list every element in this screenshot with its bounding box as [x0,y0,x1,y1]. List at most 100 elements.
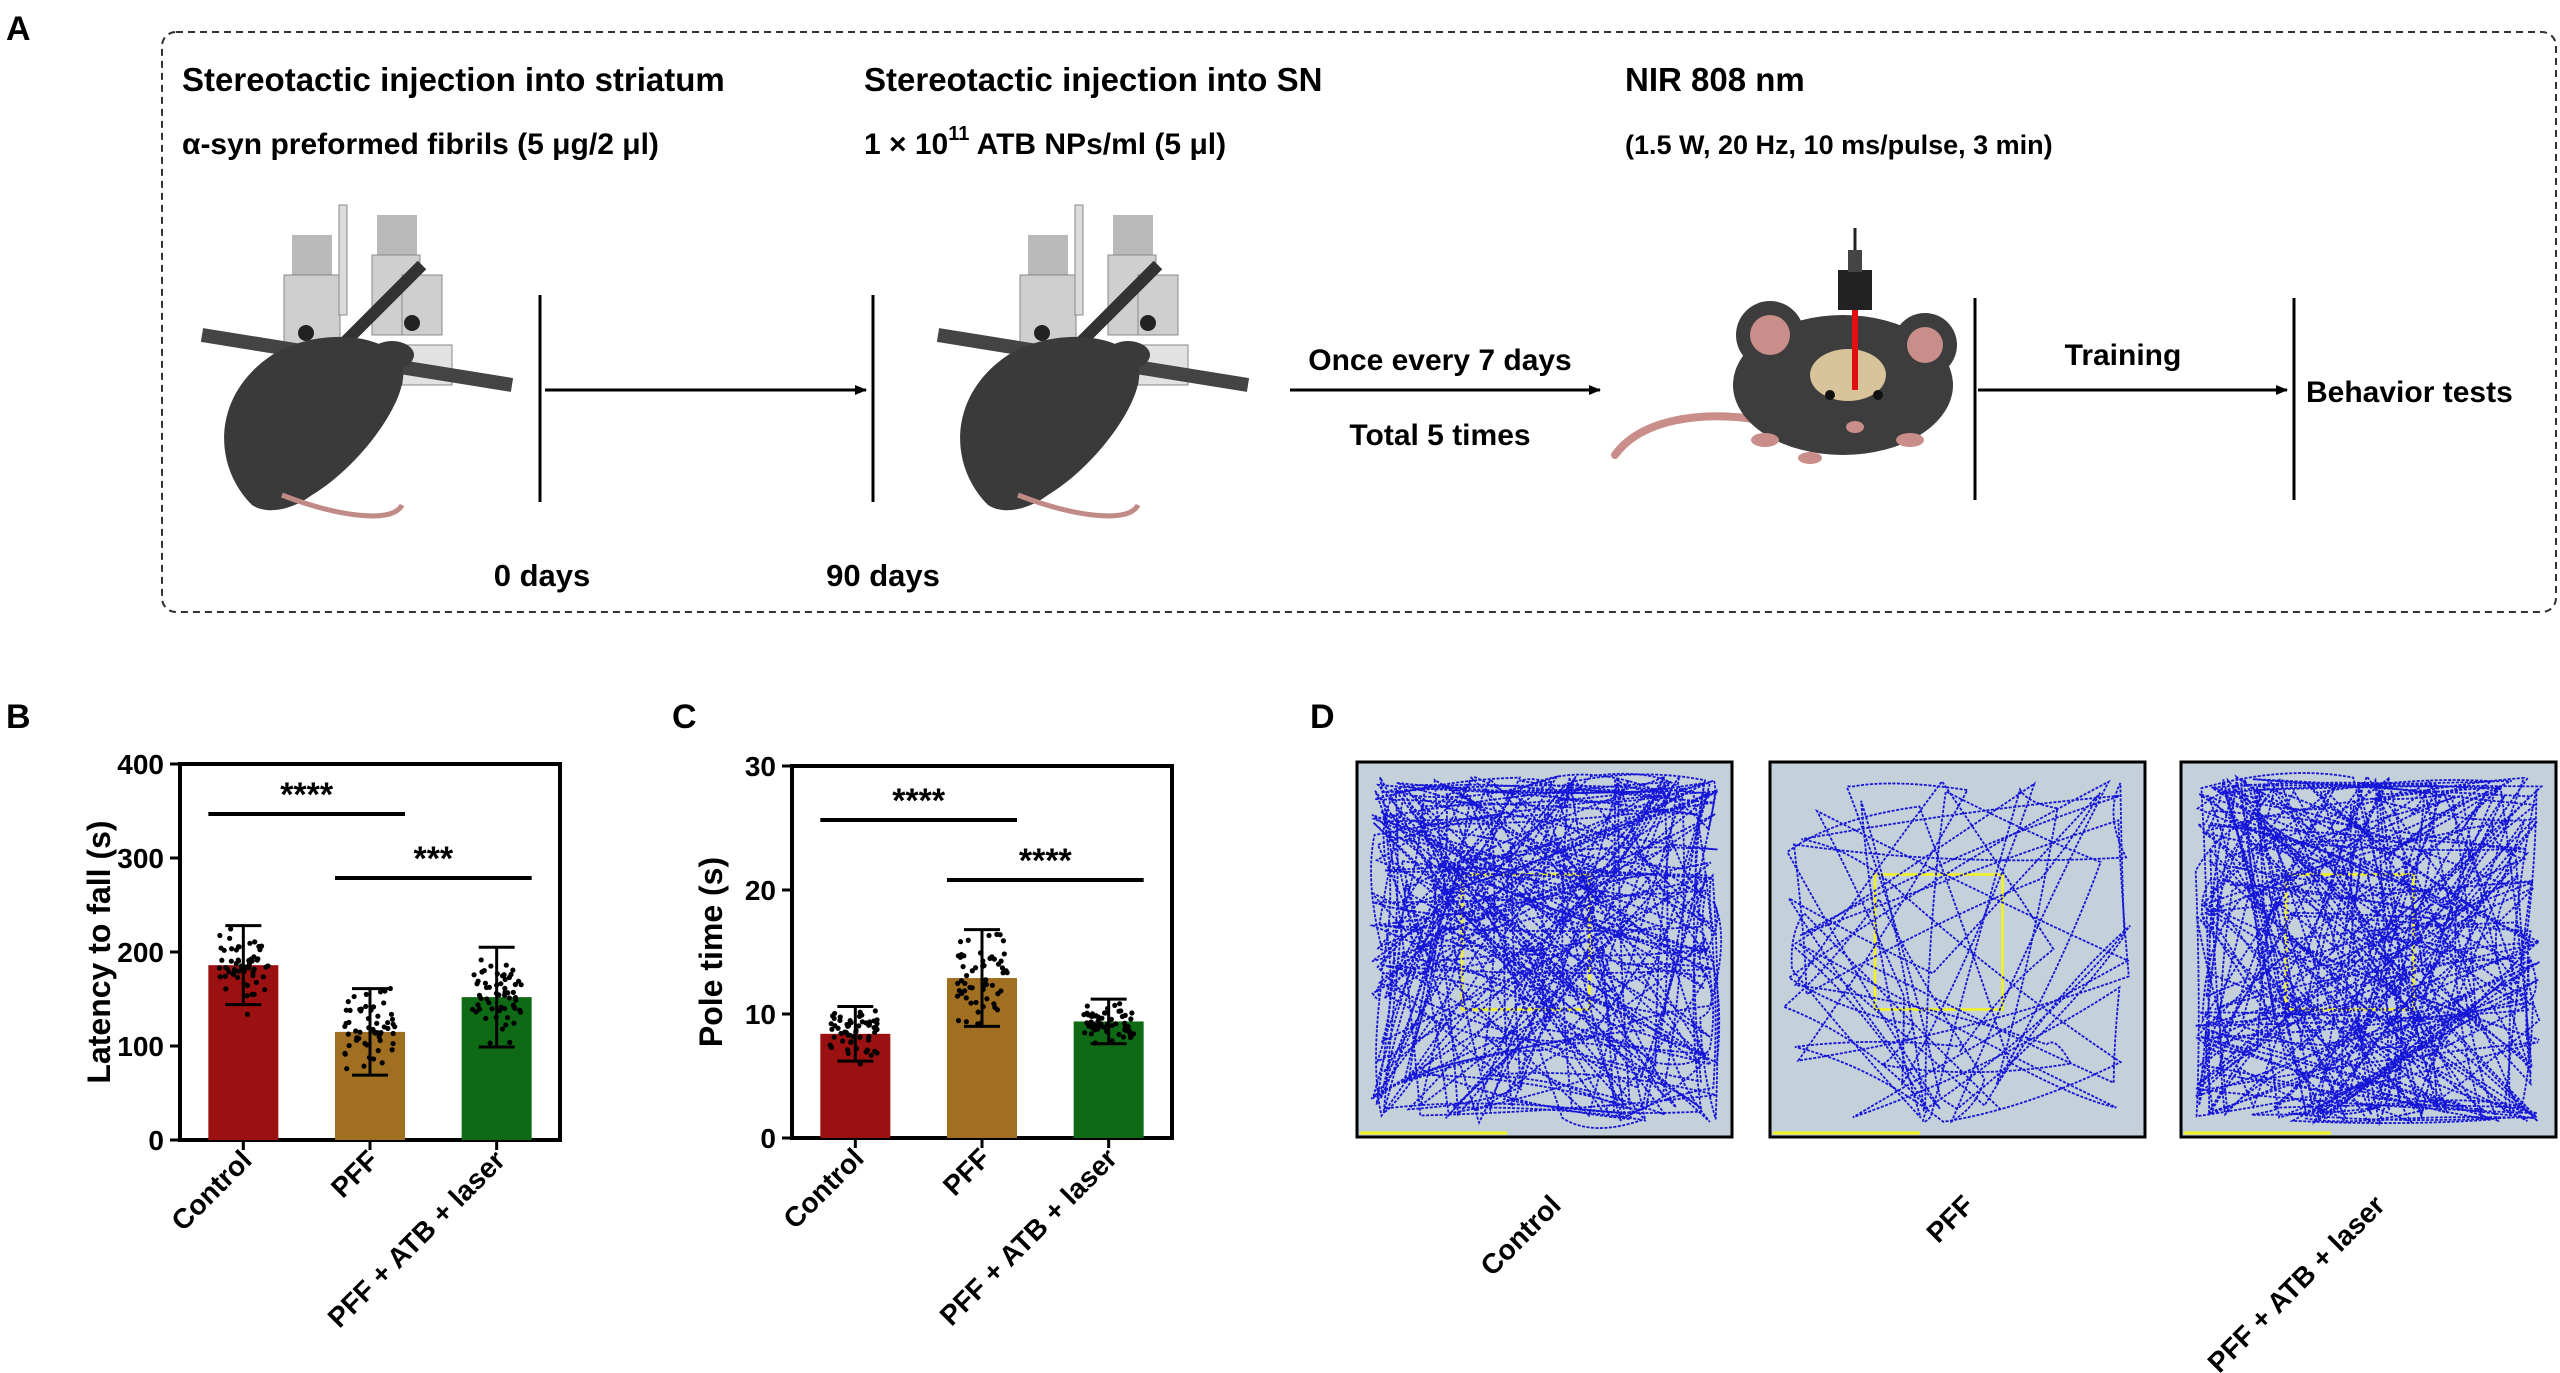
data-point [506,995,512,1001]
data-point [1082,1030,1088,1036]
y-tick-label: 100 [117,1031,164,1062]
data-point [246,957,252,964]
data-point [840,1038,846,1044]
data-point [507,1039,513,1045]
y-tick-label: 10 [745,999,776,1030]
data-point [372,1030,379,1036]
data-point [499,1026,506,1032]
data-point [830,1013,836,1019]
data-point [989,954,995,960]
data-point [235,944,242,950]
data-point [506,974,512,981]
data-point [217,932,223,939]
data-point [476,1006,483,1012]
data-point [512,1005,518,1011]
data-point [1081,1012,1087,1018]
data-point [517,1007,523,1013]
data-point [511,1020,517,1026]
data-point [1109,1038,1115,1044]
data-point [343,1007,349,1013]
data-point [1125,1024,1131,1030]
data-point [856,1013,863,1020]
data-point [874,1026,880,1033]
data-point [218,945,224,951]
data-point [478,957,484,963]
data-point [387,985,393,992]
data-point [353,1028,359,1034]
data-point [364,1042,370,1048]
data-point [995,991,1001,997]
data-point [501,972,507,978]
data-point [229,946,235,952]
data-point [219,957,225,963]
data-point [963,995,969,1001]
data-point [957,939,964,945]
significance-label: **** [892,782,946,820]
data-point [489,1006,495,1012]
data-point [1101,1024,1107,1030]
center-zone [1873,873,2004,1011]
step2-title: Stereotactic injection into SN [864,61,1322,98]
data-point [1122,1027,1128,1033]
data-point [471,972,477,978]
arena [1768,760,2147,1139]
data-point [502,976,508,983]
data-point [232,966,238,972]
data-point [827,1042,833,1048]
data-point [955,980,961,986]
data-point [510,989,516,995]
data-point [377,1037,383,1044]
arena-label: PFF + ATB + laser [2202,1189,2391,1373]
data-point [965,937,971,943]
data-point [954,993,961,999]
data-point [512,981,518,988]
open-field-tracks: Control PFF PFF + ATB + laser [1355,760,2558,1373]
data-point [856,1023,862,1029]
y-tick-label: 0 [760,1123,776,1154]
data-point [375,1048,381,1054]
y-axis-label: Pole time (s) [693,857,729,1047]
data-point [244,993,250,999]
step1-title: Stereotactic injection into striatum [182,61,725,98]
data-point [484,996,490,1002]
data-point [963,973,970,979]
data-point [845,1023,851,1029]
data-point [1096,1023,1102,1030]
data-point [1117,1001,1123,1007]
data-point [1000,938,1007,944]
data-point [967,984,973,991]
data-point [837,1014,843,1020]
data-point [247,940,253,946]
data-point [262,987,268,993]
training-label: Training [2065,339,2182,372]
data-point [249,991,255,997]
data-point [857,1009,863,1015]
data-point [222,973,228,979]
panel-a: A Stereotactic injection into striatum α… [6,10,2557,613]
data-point [243,964,249,970]
data-point [1122,1012,1128,1018]
frequency-line-1: Once every 7 days [1308,344,1572,377]
data-point [1112,1002,1118,1008]
data-point [390,1040,396,1047]
data-point [968,1000,974,1006]
data-point [498,981,504,987]
frequency-line-2: Total 5 times [1349,419,1530,452]
data-point [260,974,266,980]
data-point [342,1051,348,1057]
data-point [265,963,271,969]
stereotaxic-rat-illustration-2 [936,204,1250,519]
data-point [370,1056,377,1062]
data-point [1116,1031,1122,1038]
data-point [1088,1013,1095,1019]
data-point [1084,1020,1090,1026]
data-point [347,1007,353,1013]
data-point [1099,1015,1105,1021]
movement-track [2193,772,2544,1127]
data-point [1088,1031,1094,1037]
data-point [1004,970,1010,976]
data-point [1084,1003,1090,1009]
data-point [228,958,234,964]
data-point [992,1004,998,1010]
